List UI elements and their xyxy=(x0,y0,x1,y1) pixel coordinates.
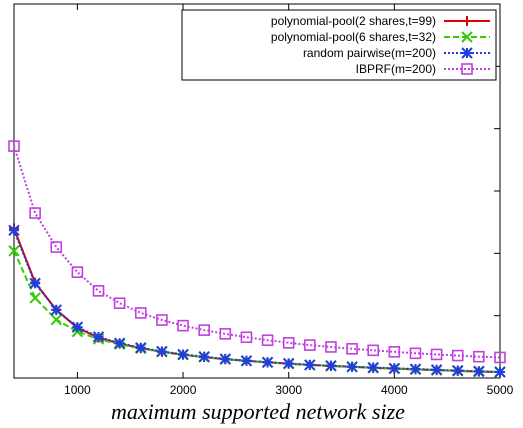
data-point-star xyxy=(29,277,41,290)
data-point-square xyxy=(494,351,506,364)
data-point-square xyxy=(156,314,168,326)
data-point-square xyxy=(71,266,84,278)
data-point-square xyxy=(50,241,63,253)
data-point-square xyxy=(282,337,295,349)
data-point-square xyxy=(409,347,422,360)
data-point-square xyxy=(113,297,126,310)
data-point-square xyxy=(198,324,210,336)
data-point-star xyxy=(304,359,316,371)
legend: polynomial-pool(2 shares,t=99) polynomial… xyxy=(181,9,497,81)
series-group xyxy=(8,140,506,378)
series-2 xyxy=(8,224,506,378)
data-point-star xyxy=(240,355,253,367)
data-point-square xyxy=(134,307,147,319)
data-point-star xyxy=(177,348,189,361)
data-point-star xyxy=(325,359,337,372)
data-point-star xyxy=(367,361,379,374)
data-point-star xyxy=(473,365,485,377)
data-point-square xyxy=(325,341,337,353)
data-point-square xyxy=(304,339,316,351)
data-point-square xyxy=(388,346,401,358)
data-point-square xyxy=(451,349,464,362)
legend-label: polynomial-pool(6 shares,t=32) xyxy=(271,30,436,44)
data-point-x xyxy=(50,313,62,326)
legend-label: random pairwise(m=200) xyxy=(303,46,436,60)
legend-label: polynomial-pool(2 shares,t=99) xyxy=(271,14,436,28)
data-point-star xyxy=(461,47,473,59)
data-point-square xyxy=(219,328,232,340)
data-point-square xyxy=(8,140,20,152)
data-point-star xyxy=(494,366,506,378)
series-line xyxy=(13,228,501,373)
data-point-square xyxy=(430,348,443,361)
data-point-star xyxy=(135,341,147,354)
data-point-star xyxy=(198,350,210,363)
data-point-star xyxy=(219,353,232,365)
x-tick-label: 3000 xyxy=(275,383,302,397)
data-point-plus xyxy=(462,16,472,26)
axis-ticks: 1000 2000 3000 4000 5000 xyxy=(64,3,514,397)
data-point-star xyxy=(261,356,274,368)
data-point-star xyxy=(282,357,295,370)
x-tick-label: 4000 xyxy=(381,383,408,397)
data-point-star xyxy=(50,304,62,316)
data-point-star xyxy=(388,362,401,374)
x-tick-label: 1000 xyxy=(64,383,91,397)
data-point-star xyxy=(92,331,105,343)
data-point-x xyxy=(8,245,20,257)
data-point-star xyxy=(113,337,126,349)
series-line xyxy=(13,229,501,373)
data-point-star xyxy=(430,364,443,376)
legend-box xyxy=(181,9,497,81)
series-3 xyxy=(8,140,506,364)
data-point-square xyxy=(240,331,253,344)
data-point-square xyxy=(367,344,380,357)
data-point-square xyxy=(29,207,41,219)
data-point-square xyxy=(92,285,105,297)
data-point-star xyxy=(452,364,464,377)
x-axis-label: maximum supported network size xyxy=(111,399,405,424)
data-point-square xyxy=(346,343,358,355)
data-point-star xyxy=(8,224,20,236)
series-line xyxy=(13,145,501,359)
x-tick-label: 2000 xyxy=(170,383,197,397)
data-point-square xyxy=(473,350,485,363)
data-point-square xyxy=(261,334,274,347)
data-point-star xyxy=(71,321,84,333)
data-point-star xyxy=(409,363,422,375)
data-point-square xyxy=(177,319,189,332)
data-point-star xyxy=(346,361,358,373)
legend-label: IBPRF(m=200) xyxy=(356,62,436,76)
x-tick-label: 5000 xyxy=(487,383,514,397)
series-1 xyxy=(8,245,506,378)
data-point-star xyxy=(156,345,168,358)
data-point-x xyxy=(29,292,41,304)
data-point-square xyxy=(461,63,473,75)
data-point-x xyxy=(461,31,473,43)
